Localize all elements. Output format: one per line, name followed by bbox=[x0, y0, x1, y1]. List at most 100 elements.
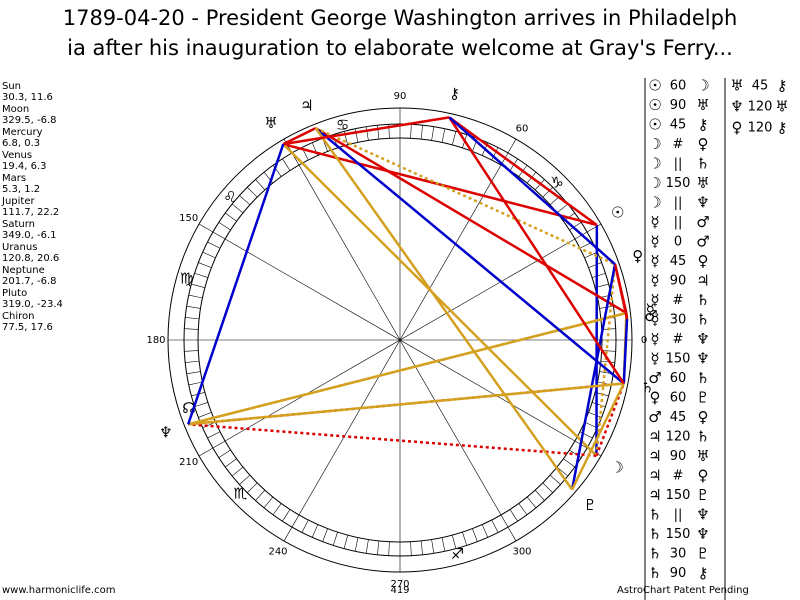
aspect-planet: ♇ bbox=[696, 545, 709, 563]
planet-name: Neptune bbox=[2, 265, 45, 276]
planet-name: Uranus bbox=[2, 242, 37, 253]
aspect-planet: ⚷ bbox=[777, 119, 788, 137]
degree-label: 60 bbox=[516, 124, 529, 135]
tick bbox=[377, 125, 380, 140]
tick bbox=[584, 421, 598, 429]
tick bbox=[500, 514, 517, 542]
sign-glyph: ♏ bbox=[234, 485, 248, 503]
aspect-planet: ♆ bbox=[696, 350, 709, 368]
tick bbox=[600, 360, 615, 363]
tick bbox=[431, 126, 435, 141]
planet-glyph: ♂ bbox=[644, 307, 657, 325]
aspect-line bbox=[448, 116, 616, 266]
planet-name: Saturn bbox=[2, 219, 35, 230]
aspect-type: 60 bbox=[670, 391, 687, 406]
tick bbox=[282, 158, 291, 171]
tick bbox=[556, 203, 569, 214]
planet-name: Sun bbox=[2, 81, 21, 92]
sign-glyph: ♐ bbox=[451, 545, 464, 563]
tick bbox=[410, 124, 412, 139]
tick bbox=[191, 283, 205, 289]
sign-glyph: ♋ bbox=[336, 116, 349, 134]
degree-label: 300 bbox=[512, 546, 531, 557]
aspect-planet: ☽ bbox=[648, 174, 661, 192]
tick bbox=[283, 514, 300, 542]
aspect-planet: ☽ bbox=[648, 135, 661, 153]
aspect-planet: ♀ bbox=[698, 135, 709, 153]
aspect-type: 30 bbox=[670, 313, 687, 328]
degree-label: 240 bbox=[268, 546, 287, 557]
aspect-planet: ♀ bbox=[732, 119, 743, 137]
tick bbox=[185, 360, 200, 363]
aspect-type: 0 bbox=[674, 235, 682, 250]
tick bbox=[365, 539, 369, 554]
planet-coords: 77.5, 17.6 bbox=[2, 322, 53, 333]
aspect-type: # bbox=[673, 137, 684, 152]
aspect-type: 150 bbox=[666, 176, 691, 191]
aspect-line bbox=[283, 116, 450, 146]
aspect-planet: ☉ bbox=[648, 77, 661, 95]
footer-link[interactable]: www.harmoniclife.com bbox=[2, 585, 115, 596]
aspect-planet: ♄ bbox=[648, 506, 661, 524]
tick bbox=[509, 509, 518, 522]
aspect-type: 150 bbox=[666, 352, 691, 367]
aspect-planet: ♂ bbox=[696, 213, 709, 231]
degree-label: 210 bbox=[179, 457, 198, 468]
aspect-line bbox=[315, 127, 628, 315]
aspect-planet: ☿ bbox=[650, 311, 659, 329]
aspect-line bbox=[187, 311, 627, 426]
aspect-planet: ♄ bbox=[648, 545, 661, 563]
aspect-planet: ♅ bbox=[730, 77, 743, 95]
tick bbox=[207, 431, 221, 439]
aspect-type: 60 bbox=[670, 371, 687, 386]
aspect-planet: ⚷ bbox=[698, 564, 709, 582]
tick bbox=[194, 272, 208, 278]
tick bbox=[481, 524, 489, 538]
aspect-planet: ♅ bbox=[696, 447, 709, 465]
tick bbox=[218, 449, 231, 458]
aspect-line bbox=[570, 382, 625, 491]
planet-coords: 349.0, -6.1 bbox=[2, 230, 57, 241]
tick bbox=[420, 540, 423, 555]
tick bbox=[462, 532, 468, 546]
aspect-type: 90 bbox=[670, 449, 687, 464]
aspect-planet: ♃ bbox=[696, 272, 709, 290]
aspect-line bbox=[315, 127, 616, 266]
aspect-type: || bbox=[674, 508, 683, 523]
aspect-type: # bbox=[673, 332, 684, 347]
aspect-type: || bbox=[674, 215, 683, 230]
title-line: ia after his inauguration to elaborate w… bbox=[67, 36, 733, 60]
aspect-line bbox=[448, 116, 598, 226]
sign-glyph: ♍ bbox=[180, 269, 193, 287]
tick bbox=[202, 251, 216, 259]
degree-label: 180 bbox=[146, 335, 165, 346]
aspect-planet: ☿ bbox=[650, 252, 659, 270]
tick bbox=[239, 195, 251, 206]
planet-glyph: ♄ bbox=[641, 379, 654, 397]
aspect-planet: ☽ bbox=[648, 194, 661, 212]
aspect-planet: ⚷ bbox=[777, 77, 788, 95]
aspect-type: 120 bbox=[748, 121, 773, 136]
aspect-planet: ♅ bbox=[696, 174, 709, 192]
tick bbox=[601, 350, 616, 352]
aspect-planet: ♃ bbox=[648, 447, 661, 465]
aspect-planet: ♂ bbox=[648, 408, 661, 426]
tick bbox=[588, 262, 602, 268]
tick bbox=[186, 305, 201, 309]
tick bbox=[354, 128, 359, 143]
tick bbox=[377, 540, 380, 555]
tick bbox=[198, 412, 212, 418]
aspect-planet: ♄ bbox=[696, 369, 709, 387]
spoke bbox=[224, 238, 576, 442]
planet-coords: 120.8, 20.6 bbox=[2, 253, 59, 264]
aspect-type: 45 bbox=[752, 79, 769, 94]
tick bbox=[592, 402, 606, 408]
planet-coords: 319.0, -23.4 bbox=[2, 299, 63, 310]
planet-coords: 30.3, 11.6 bbox=[2, 92, 53, 103]
aspect-planet: ♆ bbox=[696, 330, 709, 348]
degree-label: 270 bbox=[390, 579, 409, 590]
tick bbox=[198, 440, 226, 457]
aspect-planet: ♆ bbox=[696, 525, 709, 543]
aspect-line bbox=[282, 143, 598, 457]
aspect-planet: ♄ bbox=[648, 525, 661, 543]
